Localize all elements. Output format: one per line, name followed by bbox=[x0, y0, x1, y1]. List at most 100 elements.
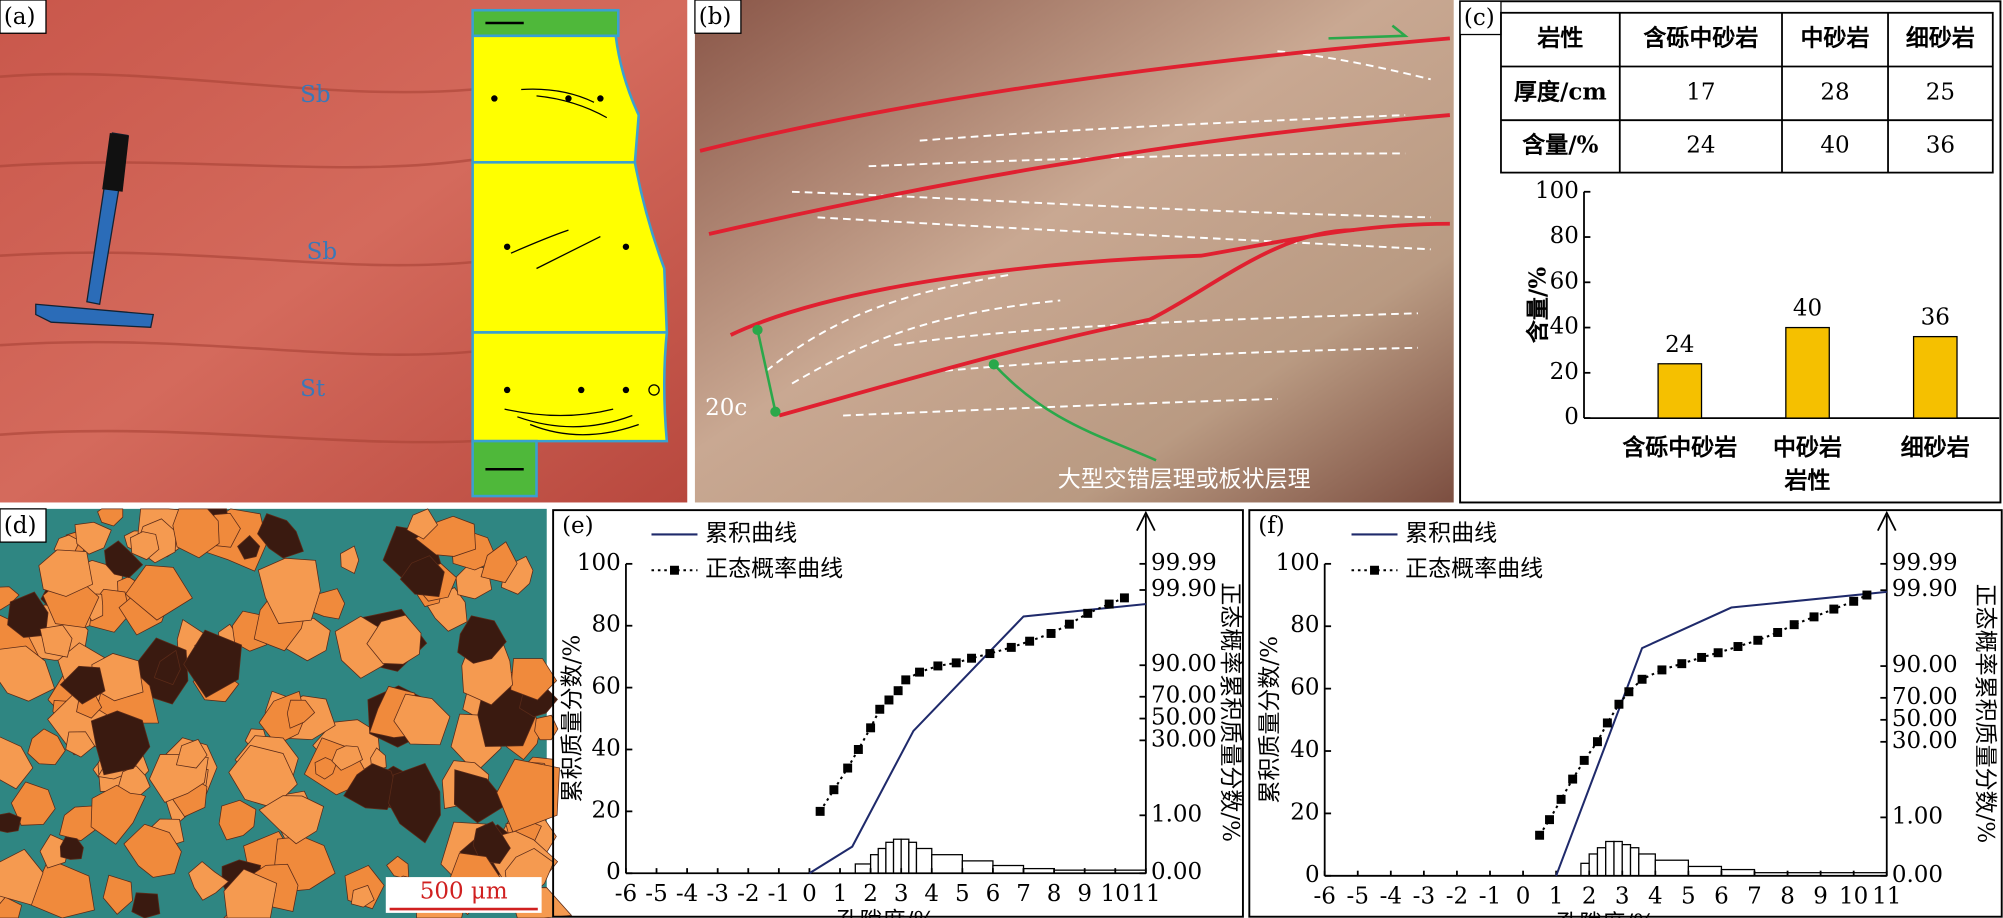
bar bbox=[1912, 335, 1958, 419]
y-tick-label: 60 bbox=[592, 674, 621, 700]
histogram-bar bbox=[908, 841, 918, 874]
panel-label: (d) bbox=[4, 513, 37, 539]
point-marker bbox=[1046, 628, 1056, 638]
grain bbox=[286, 699, 316, 729]
grain bbox=[314, 757, 338, 780]
x-tick-label: 9 bbox=[1813, 884, 1828, 910]
panel-label: (b) bbox=[699, 4, 732, 30]
y-tick-label: 100 bbox=[577, 550, 621, 576]
point-marker bbox=[1568, 774, 1578, 784]
grain bbox=[257, 557, 321, 624]
facies-label: Sb bbox=[307, 239, 337, 265]
point-marker bbox=[985, 649, 995, 659]
point-marker bbox=[843, 763, 853, 773]
grain bbox=[188, 861, 230, 901]
point-marker bbox=[1592, 737, 1602, 747]
grain bbox=[258, 795, 325, 845]
y2-tick-label: 99.90 bbox=[1892, 576, 1958, 602]
x-tick-label: 6 bbox=[986, 881, 1001, 907]
grain bbox=[59, 836, 84, 860]
grain bbox=[10, 781, 56, 826]
y-tick-label: 0 bbox=[1564, 404, 1579, 430]
scale-box bbox=[385, 877, 542, 913]
y-axis-label: 含量/% bbox=[1524, 267, 1551, 343]
bedding-lines bbox=[765, 50, 1431, 417]
grain bbox=[0, 736, 34, 790]
histogram-bar bbox=[900, 838, 910, 874]
x-tick-label: 4 bbox=[924, 881, 939, 907]
grain bbox=[0, 645, 56, 702]
annotation-leaders bbox=[752, 24, 1409, 462]
point-marker bbox=[967, 653, 976, 663]
x-tick-label: 3 bbox=[894, 881, 909, 907]
y2-tick-label: 90.00 bbox=[1151, 651, 1217, 677]
y-tick-label: 100 bbox=[1535, 178, 1579, 204]
histogram-bar bbox=[877, 847, 887, 874]
x-tick-label: 8 bbox=[1047, 881, 1062, 907]
x-tick-label: -4 bbox=[676, 881, 698, 907]
facies-label: Sb bbox=[300, 82, 330, 108]
x-tick-label: -2 bbox=[737, 881, 759, 907]
y-tick-label: 40 bbox=[592, 735, 621, 761]
y-tick-label: 20 bbox=[592, 797, 621, 823]
x-tick-label: 7 bbox=[1747, 884, 1762, 910]
table-header: 细砂岩 bbox=[1906, 25, 1975, 52]
grain bbox=[104, 540, 144, 579]
point-marker bbox=[1677, 659, 1687, 669]
panel-b: 20c 大型交错层理或板状层理 (b) bbox=[694, 0, 1454, 503]
x-tick-label: 11 bbox=[1131, 881, 1160, 907]
point-marker bbox=[1545, 815, 1554, 825]
panel-label: (c) bbox=[1464, 5, 1495, 31]
series-line bbox=[1555, 590, 1887, 877]
grain bbox=[534, 714, 559, 741]
histogram-bar bbox=[1720, 868, 1756, 877]
histogram-bar bbox=[854, 863, 872, 874]
label-box bbox=[694, 0, 742, 34]
table-cell: 25 bbox=[1926, 79, 1955, 105]
value-label: 36 bbox=[1921, 305, 1950, 331]
x-axis-label: 孔隙度/% bbox=[837, 908, 936, 918]
panel-label: (f) bbox=[1258, 513, 1284, 539]
point-marker bbox=[901, 675, 911, 685]
grain bbox=[340, 545, 360, 574]
label-box bbox=[0, 0, 47, 34]
point-marker bbox=[893, 686, 903, 696]
y2-tick-label: 30.00 bbox=[1151, 726, 1217, 752]
x-tick-label: 1 bbox=[1549, 884, 1564, 910]
grain bbox=[480, 541, 518, 584]
value-label: 24 bbox=[1665, 332, 1694, 358]
x-tick-label: -6 bbox=[615, 881, 637, 907]
table-cell: 36 bbox=[1926, 132, 1955, 158]
y-tick-label: 0 bbox=[606, 859, 621, 885]
point-marker bbox=[1753, 635, 1763, 645]
histogram-bar bbox=[1580, 862, 1590, 877]
legend-label: 正态概率曲线 bbox=[1405, 556, 1543, 582]
point-marker bbox=[829, 785, 839, 795]
histogram-bar bbox=[961, 860, 994, 874]
grain bbox=[0, 812, 22, 833]
y-tick-label: 80 bbox=[1550, 223, 1579, 249]
grain bbox=[27, 728, 66, 765]
y2-tick-label: 0.00 bbox=[1892, 862, 1943, 888]
table-cell: 40 bbox=[1820, 132, 1849, 158]
x-tick-label: -5 bbox=[1347, 884, 1369, 910]
grain bbox=[223, 868, 278, 918]
point-marker bbox=[815, 806, 825, 816]
bar bbox=[1785, 326, 1830, 419]
y2-tick-label: 90.00 bbox=[1892, 652, 1958, 678]
photo-texture bbox=[0, 72, 473, 444]
x-tick-label: -5 bbox=[645, 881, 667, 907]
grain bbox=[228, 744, 298, 809]
point-marker bbox=[1006, 642, 1016, 652]
grain bbox=[331, 745, 364, 771]
x-tick-label: -4 bbox=[1380, 884, 1402, 910]
panel-frame bbox=[552, 509, 1244, 918]
table-cell: 17 bbox=[1686, 79, 1715, 105]
y-tick-label: 20 bbox=[1550, 359, 1579, 385]
x-tick-label: 含砾中砂岩 bbox=[1622, 434, 1737, 461]
point-marker bbox=[1829, 604, 1839, 614]
point-marker bbox=[1637, 674, 1647, 684]
point-marker bbox=[1535, 830, 1545, 840]
x-tick-label: -6 bbox=[1313, 884, 1335, 910]
